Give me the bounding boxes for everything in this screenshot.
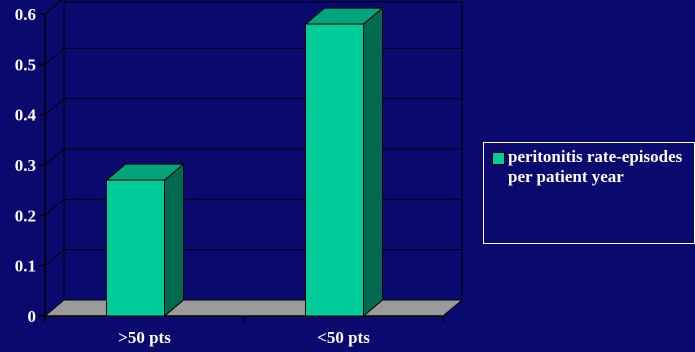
y-tick-label: 0.6: [15, 5, 36, 24]
x-category-label: >50 pts: [118, 328, 171, 347]
legend-label: peritonitis rate-episodes per patient ye…: [508, 147, 683, 186]
bar-side: [164, 163, 184, 318]
x-category-label: <50 pts: [317, 328, 370, 347]
chart-back-wall: [63, 1, 463, 301]
bar: [106, 179, 165, 317]
gridline: [44, 148, 462, 166]
gridline: [44, 47, 462, 65]
gridline: [44, 0, 63, 15]
legend: peritonitis rate-episodes per patient ye…: [483, 142, 695, 244]
legend-swatch: [492, 152, 505, 165]
gridline: [44, 98, 462, 116]
y-tick-label: 0.3: [15, 156, 36, 175]
y-tick-label: 0: [28, 307, 37, 326]
bar: [305, 23, 364, 317]
y-tick-label: 0.4: [15, 106, 37, 125]
y-tick-label: 0.1: [15, 257, 36, 276]
y-tick-label: 0.2: [15, 206, 36, 225]
y-tick-label: 0.5: [15, 55, 36, 74]
bar-side: [363, 6, 383, 318]
